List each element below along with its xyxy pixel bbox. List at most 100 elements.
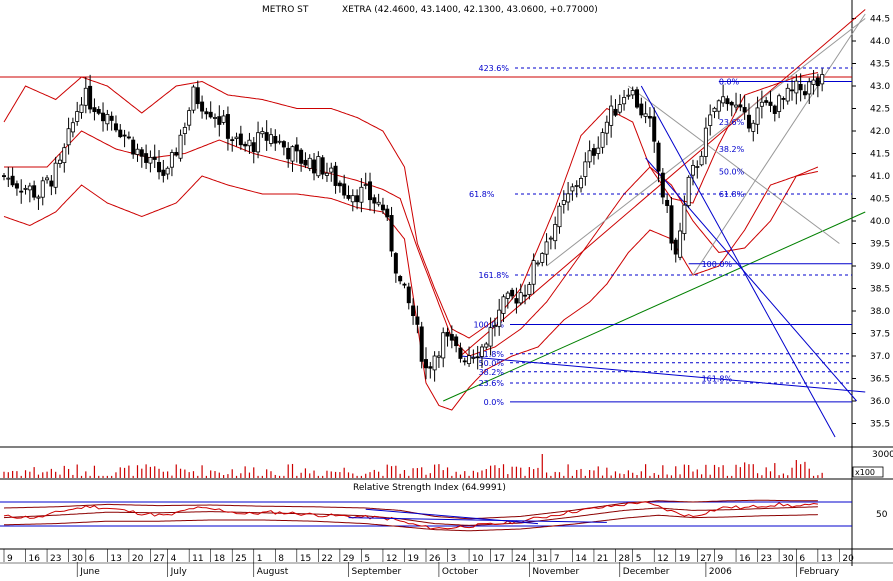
candle-body — [518, 292, 523, 304]
volume-bar — [421, 467, 423, 478]
y-tick-label: 38.0 — [870, 307, 890, 317]
volume-bar — [248, 472, 251, 478]
candle-body — [505, 292, 510, 299]
candle-body — [540, 253, 545, 263]
volume-bar — [235, 475, 238, 478]
candle-body — [75, 111, 80, 122]
volume-bar — [610, 475, 612, 478]
candle-body — [729, 101, 734, 106]
volume-bar — [313, 470, 315, 478]
fib-level-label: 23.6% — [479, 379, 505, 388]
x-tick-label: 9 — [718, 554, 724, 564]
candle-body — [217, 116, 222, 125]
candle-body — [423, 359, 428, 369]
volume-bar — [593, 470, 595, 478]
volume-bar — [244, 466, 246, 478]
candle-body — [574, 185, 579, 187]
volume-bar — [205, 475, 207, 478]
volume-bar — [481, 470, 483, 478]
candle-body — [135, 148, 140, 155]
volume-tick-label: 30000 — [872, 450, 893, 460]
candle-body — [376, 201, 381, 205]
volume-bar — [507, 474, 509, 478]
volume-bar — [395, 465, 397, 478]
x-tick-label: 28 — [618, 554, 630, 564]
candle-body — [561, 200, 566, 205]
volume-bar — [386, 464, 388, 478]
candle-body — [385, 208, 390, 218]
candle-body — [772, 105, 777, 114]
volume-bar — [287, 464, 289, 478]
volume-bar — [16, 471, 18, 478]
volume-bar — [382, 475, 384, 478]
volume-bar — [102, 475, 104, 478]
fib-level-label: 423.6% — [478, 64, 509, 73]
volume-bar — [296, 475, 298, 478]
volume-bar — [558, 472, 561, 478]
candle-body — [363, 184, 368, 186]
volume-bar — [111, 475, 113, 478]
candle-body — [777, 95, 782, 112]
candle-body — [432, 355, 437, 371]
volume-panel: 30000 x100 — [0, 450, 893, 480]
volume-unit-box — [852, 466, 884, 478]
price-panel: 35.536.036.537.037.538.038.539.039.540.0… — [0, 0, 893, 566]
volume-bar — [446, 467, 449, 478]
volume-bar — [197, 475, 199, 478]
fib-text-label: 23.6% — [719, 118, 745, 127]
volume-bar — [649, 475, 651, 478]
volume-bar — [356, 475, 358, 478]
candle-body — [794, 80, 799, 94]
candle-body — [531, 260, 536, 285]
volume-bar — [791, 467, 793, 478]
volume-bar — [679, 474, 681, 478]
candle-body — [118, 129, 123, 138]
x-tick-label: 11 — [192, 554, 203, 564]
candle-body — [14, 183, 19, 189]
volume-bar — [778, 475, 780, 478]
candle-body — [380, 204, 385, 211]
y-tick-label: 42.0 — [870, 127, 890, 137]
volume-bar — [567, 464, 569, 478]
candle-body — [703, 127, 708, 157]
candle-body — [656, 142, 661, 172]
candle-body — [406, 286, 411, 304]
volume-bar — [640, 471, 642, 478]
candle-body — [92, 107, 97, 113]
volume-bar — [692, 471, 694, 478]
candle-body — [268, 134, 273, 144]
volume-bar — [537, 467, 539, 478]
volume-bar — [167, 471, 169, 478]
y-tick-label: 39.5 — [870, 240, 890, 250]
volume-bar — [369, 472, 371, 478]
candle-body — [600, 132, 605, 148]
volume-bar — [774, 463, 776, 478]
volume-bar — [136, 465, 139, 478]
candle-body — [669, 205, 674, 244]
candle-body — [449, 334, 454, 341]
volume-bar — [528, 467, 530, 478]
x-tick-label: 6 — [799, 554, 805, 564]
candle-body — [690, 165, 695, 176]
candle-body — [157, 161, 162, 173]
volume-bar — [29, 471, 31, 478]
candle-body — [501, 296, 506, 314]
month-label: June — [79, 567, 100, 577]
volume-bar — [748, 464, 750, 478]
y-tick-label: 36.0 — [870, 397, 890, 407]
volume-bar — [662, 465, 664, 478]
x-tick-label: 16 — [739, 554, 751, 564]
volume-bar — [373, 469, 375, 478]
candle-body — [820, 74, 825, 85]
candle-body — [355, 195, 360, 203]
x-tick-label: 21 — [597, 554, 608, 564]
volume-bar — [731, 475, 733, 478]
candle-body — [101, 112, 106, 122]
volume-bar — [12, 470, 14, 478]
candle-body — [617, 104, 622, 113]
candle-body — [445, 331, 450, 337]
candle-body — [604, 121, 609, 134]
candle-body — [802, 91, 807, 96]
y-tick-label: 43.5 — [870, 60, 890, 70]
volume-bar — [227, 474, 229, 478]
